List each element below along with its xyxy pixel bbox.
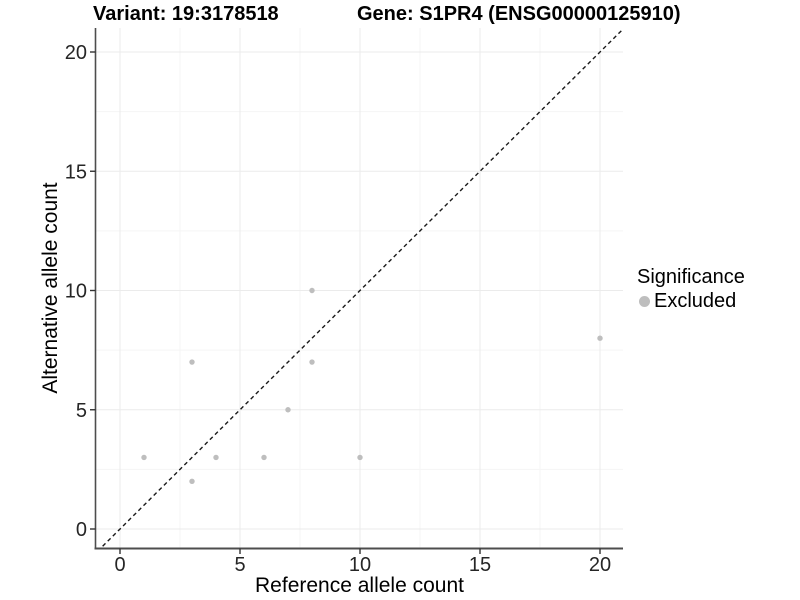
scatter-point	[189, 359, 195, 365]
scatter-point	[597, 335, 603, 341]
x-tick-label: 20	[589, 554, 611, 576]
y-tick-label: 5	[76, 400, 87, 422]
scatter-point	[285, 407, 291, 413]
legend-item: Excluded	[637, 290, 745, 313]
scatter-point	[309, 287, 315, 294]
scatter-point	[213, 454, 219, 461]
y-tick-label: 20	[65, 42, 87, 64]
gene-title: Gene: S1PR4 (ENSG00000125910)	[357, 3, 681, 25]
y-axis-title: Alternative allele count	[39, 182, 62, 394]
legend: Significance Excluded	[637, 266, 745, 313]
y-tick-label: 10	[65, 281, 87, 303]
y-tick-label: 15	[65, 161, 87, 183]
x-tick-label: 5	[234, 554, 245, 576]
x-tick-label: 15	[469, 554, 491, 576]
x-tick-label: 10	[349, 554, 371, 576]
scatter-point	[357, 454, 363, 461]
scatter-point	[189, 478, 195, 484]
scatter-point	[261, 454, 267, 461]
legend-items: Excluded	[637, 290, 745, 313]
scatter-point	[309, 359, 315, 365]
legend-item-label: Excluded	[654, 290, 737, 312]
x-tick-label: 0	[114, 554, 125, 576]
legend-title: Significance	[637, 266, 745, 288]
y-tick-label: 0	[76, 519, 87, 541]
x-axis-title: Reference allele count	[255, 574, 464, 597]
variant-title: Variant: 19:3178518	[93, 3, 279, 25]
legend-key-dot	[639, 296, 650, 307]
scatter-point	[141, 454, 147, 461]
identity-line	[99, 28, 623, 549]
